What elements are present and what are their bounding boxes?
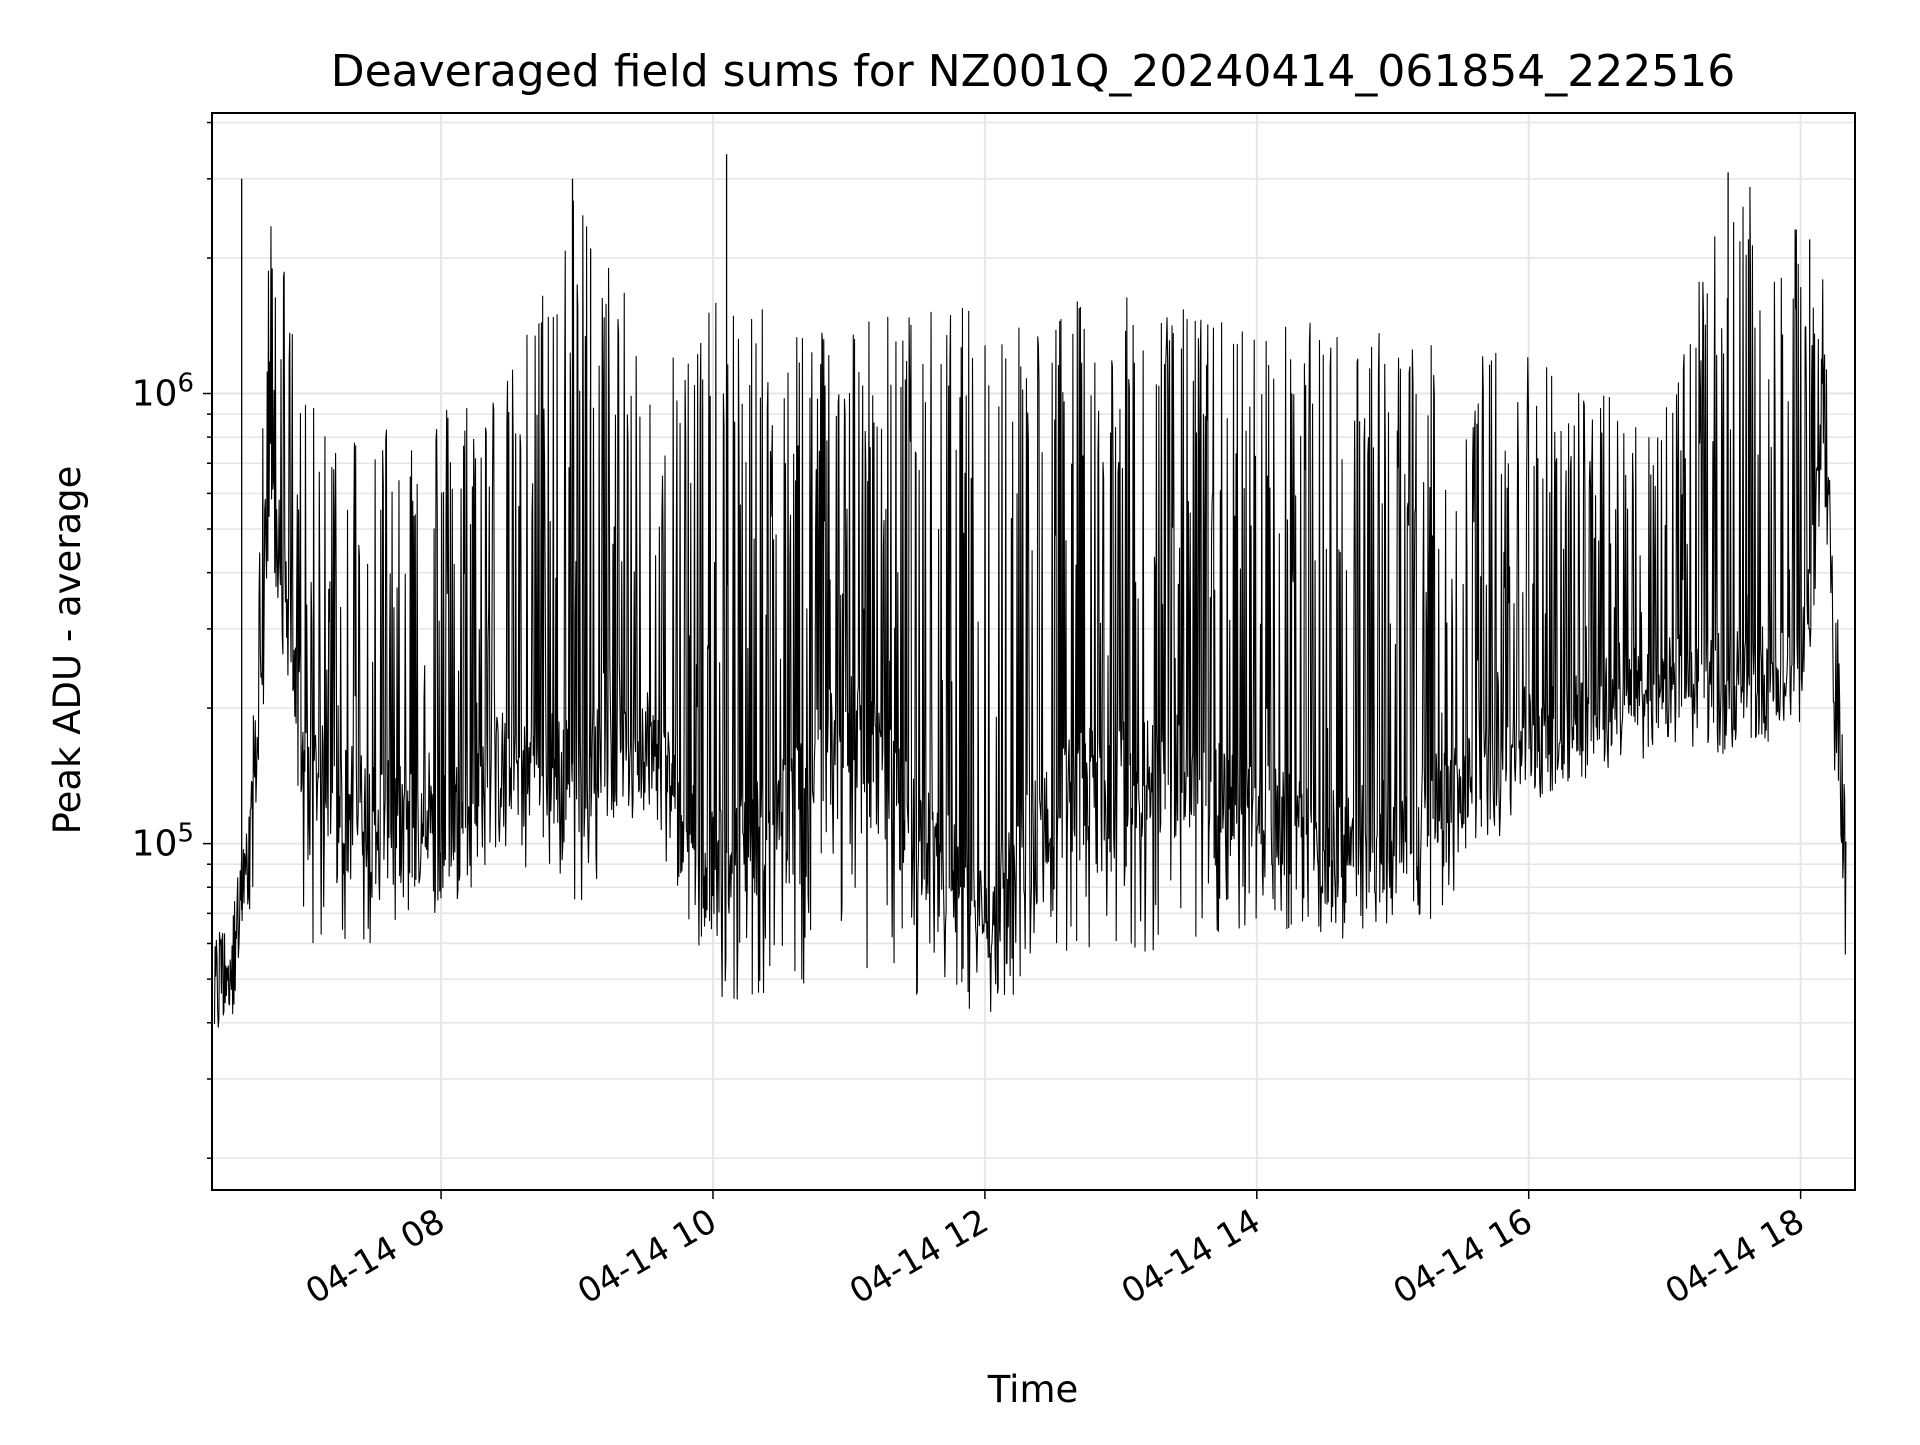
y-tick-exponent: 6	[177, 369, 194, 399]
y-tick-label: 106	[132, 369, 194, 415]
y-tick-base: 10	[132, 824, 178, 865]
y-tick-label: 105	[132, 819, 194, 865]
y-axis-label: Peak ADU - average	[46, 466, 89, 835]
series-layer	[213, 154, 1847, 1028]
y-tick-exponent: 5	[177, 819, 194, 849]
series-line	[213, 186, 1847, 1028]
y-tick-base: 10	[132, 374, 178, 415]
plot-frame	[211, 112, 1856, 1191]
x-axis-label: Time	[987, 1368, 1079, 1411]
chart-title: Deaveraged field sums for NZ001Q_2024041…	[331, 46, 1736, 97]
